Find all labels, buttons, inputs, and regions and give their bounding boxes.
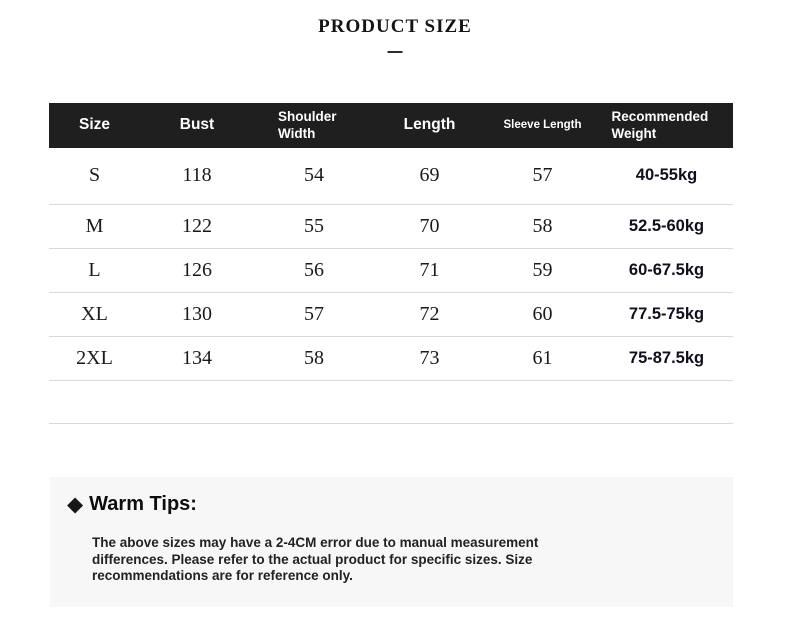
column-header-sleeve-length: Sleeve Length — [485, 103, 600, 148]
size-cell: S — [49, 148, 140, 205]
size-table: Size Bust Shoulder Width Length Sleeve L… — [49, 103, 733, 424]
table-row-2xl: 2XL 134 58 73 61 75-87.5kg — [49, 336, 733, 381]
size-cell: M — [49, 204, 140, 249]
bust-cell: 130 — [140, 292, 254, 337]
length-cell: 70 — [374, 204, 485, 249]
column-header-recommended-weight: Recommended Weight — [600, 103, 733, 148]
tips-line: recommendations are for reference only. — [92, 568, 353, 583]
recommended-weight-cell: 60-67.5kg — [600, 248, 733, 293]
title-dash-divider — [387, 51, 403, 53]
column-header-label: Recommended Weight — [611, 109, 709, 141]
recommended-weight-cell: 75-87.5kg — [600, 336, 733, 381]
page-title: PRODUCT SIZE — [318, 16, 472, 37]
column-header-label: Shoulder Width — [278, 109, 337, 141]
sleeve-length-cell: 57 — [485, 148, 600, 205]
column-header-length: Length — [374, 103, 485, 148]
shoulder-width-cell: 56 — [254, 248, 374, 293]
table-row-s: S 118 54 69 57 40-55kg — [49, 148, 733, 205]
shoulder-width-cell: 55 — [254, 204, 374, 249]
length-cell: 72 — [374, 292, 485, 337]
shoulder-width-cell: 57 — [254, 292, 374, 337]
sleeve-length-cell: 58 — [485, 204, 600, 249]
shoulder-width-cell: 54 — [254, 148, 374, 205]
length-cell: 73 — [374, 336, 485, 381]
length-cell: 69 — [374, 148, 485, 205]
sleeve-length-cell: 60 — [485, 292, 600, 337]
recommended-weight-cell: 77.5-75kg — [600, 292, 733, 337]
column-header-label: Length — [403, 116, 456, 134]
warm-tips-text: The above sizes may have a 2-4CM error d… — [92, 535, 538, 585]
table-row-xl: XL 130 57 72 60 77.5-75kg — [49, 292, 733, 337]
tips-line: differences. Please refer to the actual … — [92, 551, 533, 567]
warm-tips-box: ◆ Warm Tips: The above sizes may have a … — [50, 477, 733, 607]
recommended-weight-cell: 40-55kg — [600, 148, 733, 205]
bust-cell: 122 — [140, 204, 254, 249]
length-cell: 71 — [374, 248, 485, 293]
column-header-label: Bust — [179, 116, 215, 134]
empty-table-row — [49, 380, 733, 424]
warm-tips-header: ◆ Warm Tips: — [67, 493, 197, 516]
bust-cell: 126 — [140, 248, 254, 293]
sleeve-length-cell: 59 — [485, 248, 600, 293]
table-row-m: M 122 55 70 58 52.5-60kg — [49, 204, 733, 249]
bust-cell: 134 — [140, 336, 254, 381]
column-header-size: Size — [49, 103, 140, 148]
diamond-icon: ◆ — [67, 492, 84, 516]
empty-cell — [49, 380, 733, 424]
size-cell: XL — [49, 292, 140, 337]
column-header-bust: Bust — [140, 103, 254, 148]
column-header-label: Size — [78, 116, 110, 134]
bust-cell: 118 — [140, 148, 254, 205]
recommended-weight-cell: 52.5-60kg — [600, 204, 733, 249]
column-header-shoulder-width: Shoulder Width — [254, 103, 374, 148]
column-header-label: Sleeve Length — [503, 118, 582, 131]
shoulder-width-cell: 58 — [254, 336, 374, 381]
size-cell: L — [49, 248, 140, 293]
tips-line: The above sizes may have a 2-4CM error d… — [92, 535, 539, 550]
warm-tips-title: Warm Tips: — [89, 493, 197, 515]
table-header-row: Size Bust Shoulder Width Length Sleeve L… — [49, 103, 733, 148]
table-row-l: L 126 56 71 59 60-67.5kg — [49, 248, 733, 293]
size-cell: 2XL — [49, 336, 140, 381]
sleeve-length-cell: 61 — [485, 336, 600, 381]
